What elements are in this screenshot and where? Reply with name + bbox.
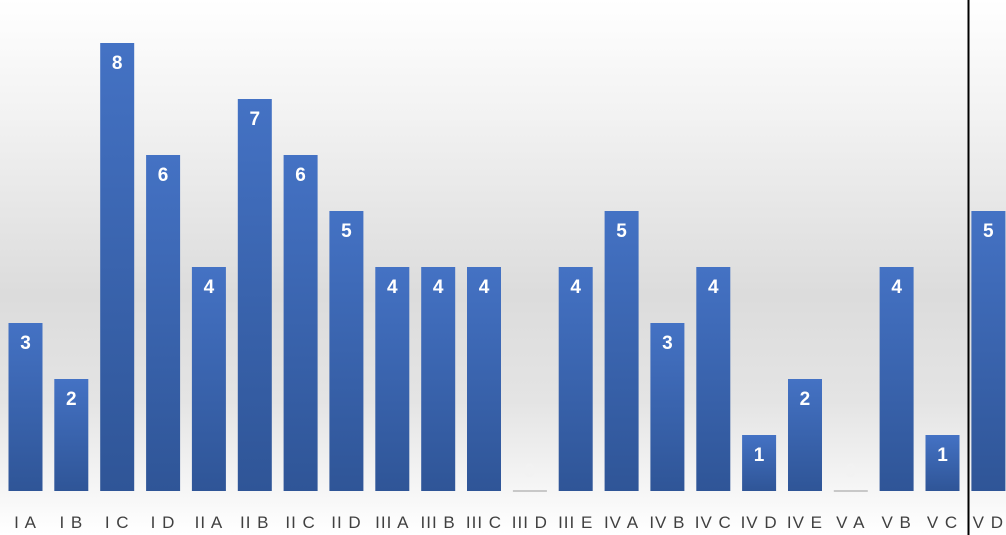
data-label-iv-c: 4 [708,277,719,298]
data-label-iv-a: 5 [616,221,627,242]
data-label-iii-c: 4 [479,277,490,298]
bar-v-a [833,490,868,492]
bar-iii-e [558,267,593,491]
tick-label-v-b: V B [881,513,911,532]
tick-label-v-a: V A [836,513,865,532]
tick-label-iii-d: III D [512,513,548,532]
data-label-v-a: 0 [846,461,857,482]
tick-label-iii-c: III C [466,513,502,532]
data-label-iii-e: 4 [570,277,581,298]
data-label-iii-d: 0 [525,461,536,482]
tick-label-iii-a: III A [375,513,409,532]
tick-label-iv-b: IV B [649,513,685,532]
bar-ii-c [283,155,318,491]
bar-i-a [8,323,43,491]
tick-label-ii-a: II A [195,513,224,532]
bar-i-d [146,155,181,491]
bar-iv-a [604,211,639,491]
category-labels-group: I A I B I C I D II A II B II C II D III A III B II… [14,513,1004,532]
bar-ii-b [237,99,272,491]
data-labels-group: 3 2 8 6 4 7 6 5 4 4 4 0 4 5 3 4 1 2 0 4 1 5 [20,53,994,482]
data-label-i-c: 8 [112,53,123,74]
tick-label-i-b: I B [59,513,83,532]
tick-label-v-c: V C [927,513,958,532]
bar-ii-a [191,267,226,491]
bar-v-d [971,211,1006,491]
bar-iv-b [650,323,685,491]
bar-iv-c [696,267,731,491]
data-label-v-d: 5 [983,221,994,242]
data-label-iii-b: 4 [433,277,444,298]
tick-label-v-d: V D [973,513,1004,532]
data-label-v-b: 4 [891,277,902,298]
bar-iii-a [375,267,410,491]
tick-label-iv-c: IV C [695,513,732,532]
data-label-v-c: 1 [937,445,948,466]
tick-label-ii-c: II C [285,513,315,532]
tick-label-ii-d: II D [331,513,361,532]
tick-label-i-c: I C [105,513,130,532]
bar-v-c [925,435,960,491]
data-label-ii-a: 4 [204,277,215,298]
tick-label-iv-e: IV E [787,513,823,532]
data-label-iv-d: 1 [754,445,765,466]
bar-iii-c [467,267,501,491]
bar-iv-d [742,435,777,491]
bar-i-c [100,43,135,491]
tick-label-iv-d: IV D [741,513,778,532]
bar-iv-e [788,379,822,491]
data-label-iii-a: 4 [387,277,398,298]
tick-label-i-d: I D [151,513,176,532]
bar-iii-d [512,490,547,492]
bar-iii-b [421,267,456,491]
tick-label-iii-b: III B [421,513,456,532]
data-label-i-a: 3 [20,333,31,354]
tick-label-iii-e: III E [558,513,593,532]
data-label-i-b: 2 [66,389,77,410]
data-label-ii-c: 6 [295,165,306,186]
bar-v-b [879,267,914,491]
bars-group [8,43,1006,492]
tick-label-iv-a: IV A [604,513,639,532]
bar-ii-d [329,211,364,491]
data-label-i-d: 6 [158,165,169,186]
bar-i-b [54,379,89,491]
data-label-iv-b: 3 [662,333,673,354]
data-label-ii-b: 7 [249,109,260,130]
data-label-iv-e: 2 [800,389,811,410]
tick-label-i-a: I A [14,513,37,532]
tick-label-ii-b: II B [240,513,270,532]
data-label-ii-d: 5 [341,221,352,242]
